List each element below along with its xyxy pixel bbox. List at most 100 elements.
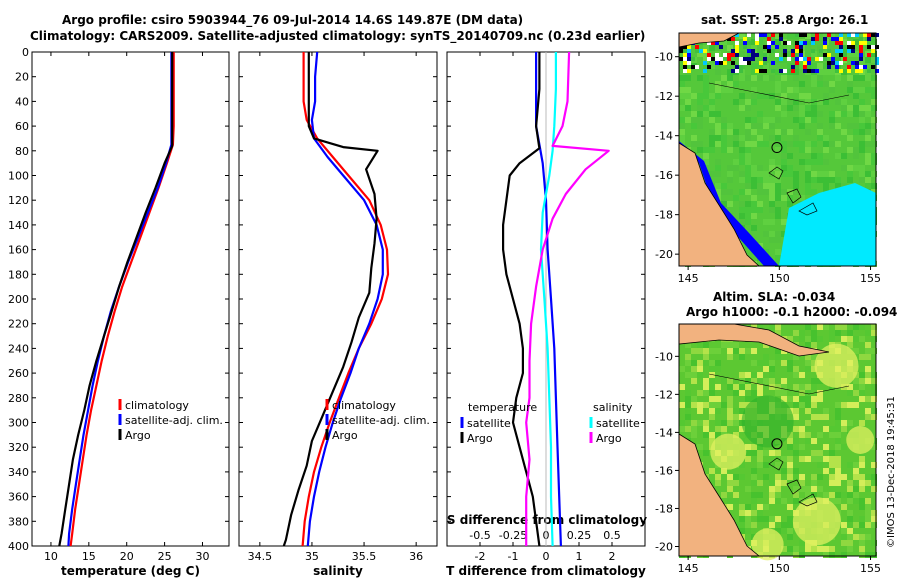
sst-cell	[715, 129, 721, 135]
sla-cell	[715, 408, 721, 414]
sla-cell	[865, 504, 871, 510]
sst-cell	[829, 177, 835, 183]
x-tick-label: 35	[305, 550, 319, 563]
sst-cell	[757, 93, 763, 99]
sst-cell	[781, 141, 787, 147]
sst-cell	[769, 123, 775, 129]
sla-cell	[781, 468, 787, 474]
sst-noise-cell	[755, 69, 759, 73]
sla-cell	[739, 348, 745, 354]
sst-cell	[865, 111, 871, 117]
sst-cell	[775, 69, 781, 75]
sst-cell	[787, 141, 793, 147]
sst-cell	[715, 45, 721, 51]
sst-cell	[865, 141, 871, 147]
sst-cell	[823, 147, 829, 153]
sst-cell	[739, 177, 745, 183]
sst-cell	[805, 141, 811, 147]
sla-cell	[781, 378, 787, 384]
sla-cell	[817, 324, 823, 330]
sst-cell	[781, 153, 787, 159]
sst-noise-cell	[691, 57, 695, 61]
legend-label: climatology	[332, 399, 396, 412]
sst-noise-cell	[687, 61, 691, 65]
sst-cell	[757, 177, 763, 183]
sla-cell	[811, 378, 817, 384]
sst-cell	[745, 75, 751, 81]
sla-cell	[841, 552, 847, 558]
sst-cell	[703, 93, 709, 99]
sla-cell	[793, 474, 799, 480]
sst-cell	[763, 75, 769, 81]
sst-cell	[823, 81, 829, 87]
sla-cell	[697, 444, 703, 450]
sla-cell	[847, 336, 853, 342]
sst-cell	[727, 123, 733, 129]
sla-cell	[787, 336, 793, 342]
y-tick-label: 160	[8, 244, 29, 257]
sst-noise-cell	[871, 49, 875, 53]
sst-cell	[703, 57, 709, 63]
sla-cell	[679, 426, 685, 432]
sla-cell	[739, 504, 745, 510]
sst-cell	[835, 99, 841, 105]
sla-cell	[799, 384, 805, 390]
sst-cell	[811, 51, 817, 57]
sst-noise-cell	[819, 57, 823, 61]
sst-cell	[865, 183, 871, 189]
sst-reefs	[768, 166, 818, 216]
map-y-tick-label: -20	[655, 540, 673, 553]
sla-cell	[835, 552, 841, 558]
sst-noise-cell	[687, 45, 691, 49]
sla-cell	[853, 534, 859, 540]
sla-cell	[859, 354, 865, 360]
sst-noise-cell	[683, 65, 687, 69]
sla-cell	[811, 396, 817, 402]
sst-noise-cell	[771, 41, 775, 45]
sst-cell	[805, 99, 811, 105]
sla-cell	[739, 408, 745, 414]
sla-cell	[865, 342, 871, 348]
sst-cell	[811, 141, 817, 147]
sla-cell	[799, 540, 805, 546]
sst-cell	[745, 141, 751, 147]
sst-cell	[745, 105, 751, 111]
sst-noise-cell	[723, 57, 727, 61]
sla-cell	[817, 336, 823, 342]
sst-map-title: sat. SST: 25.8 Argo: 26.1	[701, 13, 868, 27]
sst-noise-cell	[807, 41, 811, 45]
sla-cell	[787, 504, 793, 510]
sst-cell	[787, 171, 793, 177]
sla-cell	[715, 366, 721, 372]
sst-noise-cell	[831, 61, 835, 65]
sla-cell	[769, 462, 775, 468]
x2-tick-label: 0.25	[567, 529, 592, 542]
sla-cell	[769, 384, 775, 390]
sla-cell	[847, 540, 853, 546]
y-tick-label: 0	[22, 46, 29, 59]
sla-cell	[691, 432, 697, 438]
sst-cell	[703, 147, 709, 153]
sst-cell	[709, 99, 715, 105]
sla-cell	[763, 354, 769, 360]
sst-cell	[775, 207, 781, 213]
sst-cell	[859, 147, 865, 153]
sla-cell	[757, 444, 763, 450]
sla-cell	[739, 372, 745, 378]
sst-cell	[775, 213, 781, 219]
sla-cell	[733, 348, 739, 354]
sst-noise-cell	[835, 37, 839, 41]
sst-noise-cell	[795, 45, 799, 49]
sst-cell	[805, 51, 811, 57]
sst-cell	[775, 99, 781, 105]
sla-cell	[757, 492, 763, 498]
sla-cell	[865, 510, 871, 516]
sst-noise-cell	[851, 61, 855, 65]
sla-cell	[871, 516, 877, 522]
sst-cell	[775, 261, 781, 267]
sla-cell	[829, 546, 835, 552]
sst-cell	[769, 135, 775, 141]
sla-cell	[763, 450, 769, 456]
sst-cell	[835, 153, 841, 159]
sla-cell	[811, 492, 817, 498]
